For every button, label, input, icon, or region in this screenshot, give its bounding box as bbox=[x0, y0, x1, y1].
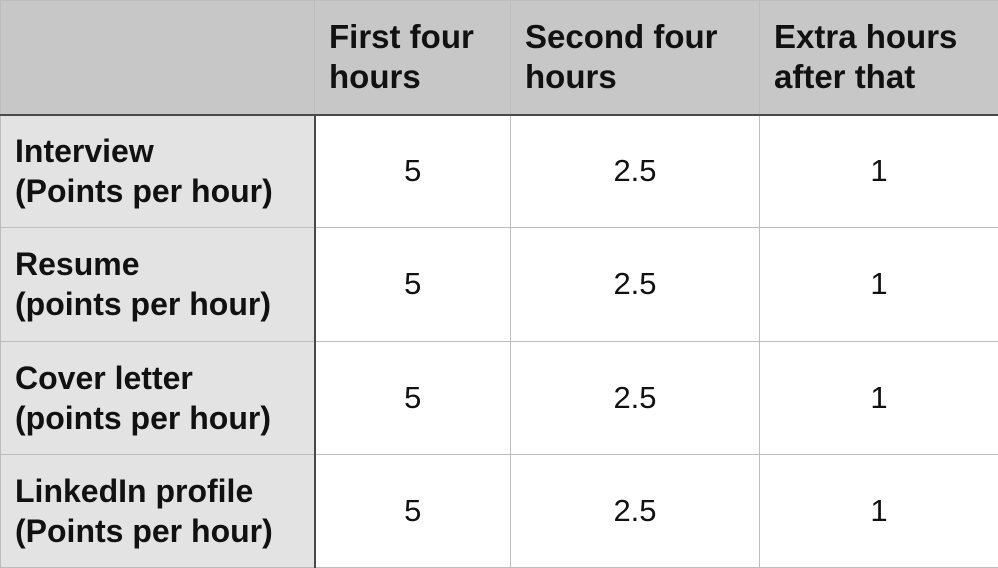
column-header-line: Second four bbox=[525, 18, 718, 56]
row-header-resume: Resume (points per hour) bbox=[0, 227, 316, 342]
column-header-line: hours bbox=[525, 58, 617, 96]
table-cell: 1 bbox=[759, 113, 998, 229]
column-header-line: hours bbox=[329, 58, 421, 96]
row-header-line: Cover letter bbox=[15, 359, 193, 396]
table-cell: 5 bbox=[314, 113, 511, 229]
row-header-line: (Points per hour) bbox=[15, 512, 273, 549]
table-cell: 2.5 bbox=[510, 453, 760, 568]
table-cell: 5 bbox=[314, 453, 511, 568]
table-cell: 5 bbox=[314, 227, 511, 342]
row-header-line: Resume bbox=[15, 246, 140, 283]
column-header-second-four-hours: Second four hours bbox=[510, 0, 760, 115]
table-cell: 5 bbox=[314, 340, 511, 455]
table-cell: 1 bbox=[759, 340, 998, 455]
row-header-line: (points per hour) bbox=[15, 399, 271, 436]
row-header-line: Interview bbox=[15, 133, 154, 170]
row-header-cover-letter: Cover letter (points per hour) bbox=[0, 340, 316, 455]
column-header-line: Extra hours bbox=[774, 18, 958, 56]
row-header-interview: Interview (Points per hour) bbox=[0, 113, 316, 229]
table-cell: 2.5 bbox=[510, 227, 760, 342]
row-header-line: (Points per hour) bbox=[15, 173, 273, 210]
column-header-line: First four bbox=[329, 18, 474, 56]
table-cell: 1 bbox=[759, 453, 998, 568]
row-header-linkedin-profile: LinkedIn profile (Points per hour) bbox=[0, 453, 316, 568]
corner-cell bbox=[0, 0, 315, 115]
header-row: First four hours Second four hours Extra… bbox=[0, 0, 998, 115]
table-row-interview: Interview (Points per hour) 5 2.5 1 bbox=[0, 113, 998, 229]
table-cell: 1 bbox=[759, 227, 998, 342]
column-header-extra-hours: Extra hours after that bbox=[759, 0, 998, 115]
table-cell: 2.5 bbox=[510, 113, 760, 229]
table-row-linkedin-profile: LinkedIn profile (Points per hour) 5 2.5… bbox=[0, 453, 998, 568]
row-header-line: LinkedIn profile bbox=[15, 472, 254, 509]
table-cell: 2.5 bbox=[510, 340, 760, 455]
table-row-resume: Resume (points per hour) 5 2.5 1 bbox=[0, 227, 998, 342]
row-header-line: (points per hour) bbox=[15, 286, 271, 323]
table-row-cover-letter: Cover letter (points per hour) 5 2.5 1 bbox=[0, 340, 998, 455]
column-header-first-four-hours: First four hours bbox=[314, 0, 511, 115]
column-header-line: after that bbox=[774, 58, 916, 96]
